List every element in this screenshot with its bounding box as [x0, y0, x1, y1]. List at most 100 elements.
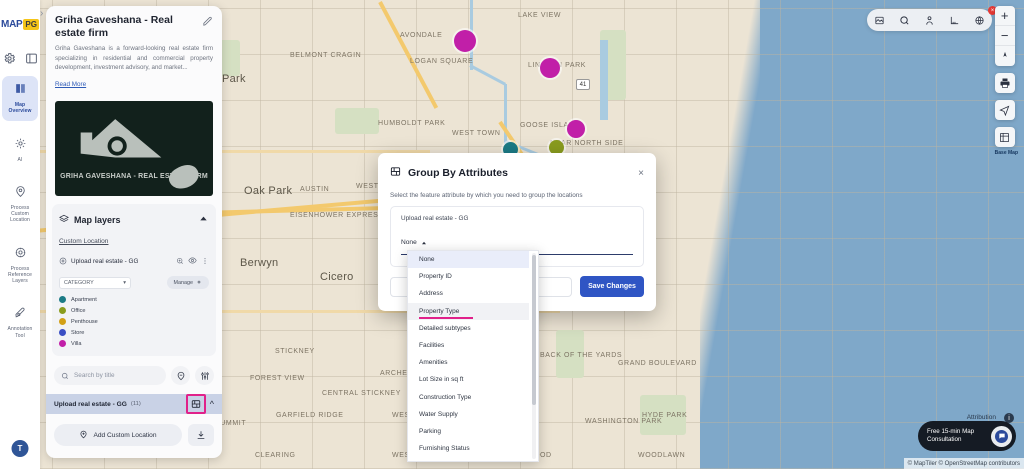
map-river: [504, 84, 507, 144]
zoom-in-button[interactable]: +: [994, 6, 1015, 26]
edit-pencil-icon[interactable]: [202, 14, 213, 32]
sidebar-item-process-reference-layers[interactable]: Process Reference Layers: [2, 240, 38, 291]
category-select[interactable]: CATEGORY ▾: [59, 276, 131, 289]
layer-icon: [59, 252, 67, 270]
marker-pin-icon[interactable]: [924, 15, 935, 26]
osm-attribution[interactable]: © MapTiler © OpenStreetMap contributors: [903, 458, 1024, 469]
filter-button[interactable]: [195, 366, 214, 385]
legend-item: Penthouse: [59, 318, 209, 325]
close-icon[interactable]: ×: [638, 167, 644, 179]
legend-item: Villa: [59, 340, 209, 347]
map-marker-villa[interactable]: [454, 30, 476, 52]
legend-color-dot: [59, 296, 66, 303]
panel-collapse-chevron-icon[interactable]: ›: [40, 8, 44, 19]
dropdown-option[interactable]: Lot Size in sq ft: [419, 376, 464, 384]
avatar: T: [11, 440, 29, 457]
zoom-out-button[interactable]: −: [994, 26, 1015, 46]
filter-sliders-icon: [200, 371, 209, 380]
sidebar-item-annotation-tool[interactable]: Annotation Tool: [2, 300, 38, 345]
layers-collapse-chevron-icon[interactable]: [198, 211, 209, 229]
app-logo[interactable]: MAP PG: [1, 8, 39, 40]
house-logo-icon: [80, 119, 162, 158]
sidebar-label-annotation-tool: Annotation Tool: [7, 326, 33, 339]
add-custom-location-label: Add Custom Location: [93, 431, 157, 439]
sidebar-item-map-overview[interactable]: Map Overview: [2, 76, 38, 121]
dropdown-option[interactable]: Property Type: [408, 302, 529, 320]
dropdown-option[interactable]: Detailed subtypes: [419, 324, 471, 332]
navigate-icon[interactable]: [995, 100, 1015, 120]
page-title: Griha Gaveshana - Real estate firm: [55, 14, 173, 39]
map-overview-icon: [14, 82, 27, 100]
settings-icon[interactable]: [1, 50, 17, 66]
legend-color-dot: [59, 318, 66, 325]
dropdown-option[interactable]: None: [408, 251, 529, 269]
legend-color-dot: [59, 340, 66, 347]
map-controls-rail: + − Base Map: [994, 6, 1018, 156]
layer-more-options-icon[interactable]: [201, 252, 209, 270]
basemap-icon[interactable]: [995, 127, 1015, 147]
layer-visibility-eye-icon[interactable]: [188, 252, 197, 270]
locate-button[interactable]: [171, 366, 190, 385]
info-panel: Griha Gaveshana - Real estate firm Griha…: [46, 6, 222, 458]
dropdown-option[interactable]: Construction Type: [419, 393, 472, 401]
save-button[interactable]: Save Changes: [580, 276, 644, 297]
chat-widget-label: Free 15-min Map Consultation: [927, 427, 975, 443]
dropdown-option[interactable]: Water Supply: [419, 410, 458, 418]
location-pin-icon: [177, 371, 184, 380]
manage-gear-icon: [196, 279, 202, 287]
group-collapse-chevron-icon[interactable]: ^: [209, 399, 214, 409]
dropdown-option[interactable]: Address: [419, 290, 443, 298]
search-icon[interactable]: [899, 15, 910, 26]
category-legend: Apartment Office Penthouse Store Villa: [59, 296, 209, 347]
download-button[interactable]: [188, 424, 214, 446]
toolbar-close-badge[interactable]: ×: [988, 6, 997, 15]
dropdown-option[interactable]: Property ID: [419, 273, 452, 281]
map-layers-title: Map layers: [74, 215, 121, 225]
logo-decorative-shape: [165, 160, 203, 194]
print-group: [994, 73, 1015, 93]
measure-icon[interactable]: [949, 15, 960, 26]
group-by-attributes-button[interactable]: [185, 394, 206, 414]
map-park-patch: [640, 395, 686, 435]
chevron-down-icon: ▾: [123, 279, 126, 286]
dropdown-option[interactable]: Furnishing Status: [419, 445, 470, 453]
group-by-icon: [191, 400, 200, 408]
read-more-link[interactable]: Read More: [55, 81, 87, 89]
dropdown-option[interactable]: Facilities: [419, 342, 445, 350]
legend-label: Store: [71, 329, 85, 336]
dropdown-option[interactable]: Parking: [419, 427, 442, 435]
layer-group-row[interactable]: Upload real estate - GG (11) ^: [46, 394, 222, 414]
manage-button[interactable]: Manage: [166, 276, 209, 289]
map-park-patch: [556, 330, 584, 378]
user-avatar-wrapper[interactable]: T: [11, 440, 29, 457]
sidebar-label-map-overview: Map Overview: [8, 102, 32, 115]
logo-badge-pg: PG: [23, 18, 39, 30]
layer-row: Upload real estate - GG: [59, 252, 209, 270]
firm-logo-caption: GRIHA GAVESHANA - REAL ESTATE FIRM: [60, 173, 208, 181]
map-marker-villa[interactable]: [540, 58, 560, 78]
print-icon[interactable]: [995, 73, 1015, 93]
compass-icon[interactable]: [995, 46, 1015, 66]
attribution-info-icon[interactable]: i: [1004, 413, 1014, 423]
zoom-to-layer-icon[interactable]: [176, 252, 184, 270]
sidebar-label-process-custom-location: Process Custom Location: [10, 204, 30, 224]
panel-description: Griha Gaveshana is a forward-looking rea…: [55, 45, 213, 72]
map-river: [600, 40, 608, 120]
map-shoreline: [700, 0, 760, 469]
sidebar-item-process-custom-location[interactable]: Process Custom Location: [2, 179, 38, 230]
chat-consultation-widget[interactable]: Free 15-min Map Consultation: [918, 421, 1016, 451]
globe-settings-icon[interactable]: [974, 15, 985, 26]
legend-item: Apartment: [59, 296, 209, 303]
panel-toggle-icon[interactable]: [23, 50, 39, 66]
map-marker-office[interactable]: [549, 140, 564, 155]
layers-gear-icon: [14, 246, 27, 264]
annotation-icon: [14, 306, 27, 324]
sidebar-item-ai[interactable]: AI: [2, 131, 38, 169]
attribute-dropdown-menu[interactable]: None Property ID Address Property Type Detai…: [407, 250, 539, 462]
dropdown-option[interactable]: Amenities: [419, 359, 448, 367]
map-marker-villa[interactable]: [567, 120, 585, 138]
dropdown-scrollbar-thumb[interactable]: [532, 255, 536, 405]
search-input[interactable]: Search by title: [54, 366, 166, 385]
add-custom-location-button[interactable]: Add Custom Location: [54, 424, 182, 446]
polygon-draw-icon[interactable]: [874, 15, 885, 26]
